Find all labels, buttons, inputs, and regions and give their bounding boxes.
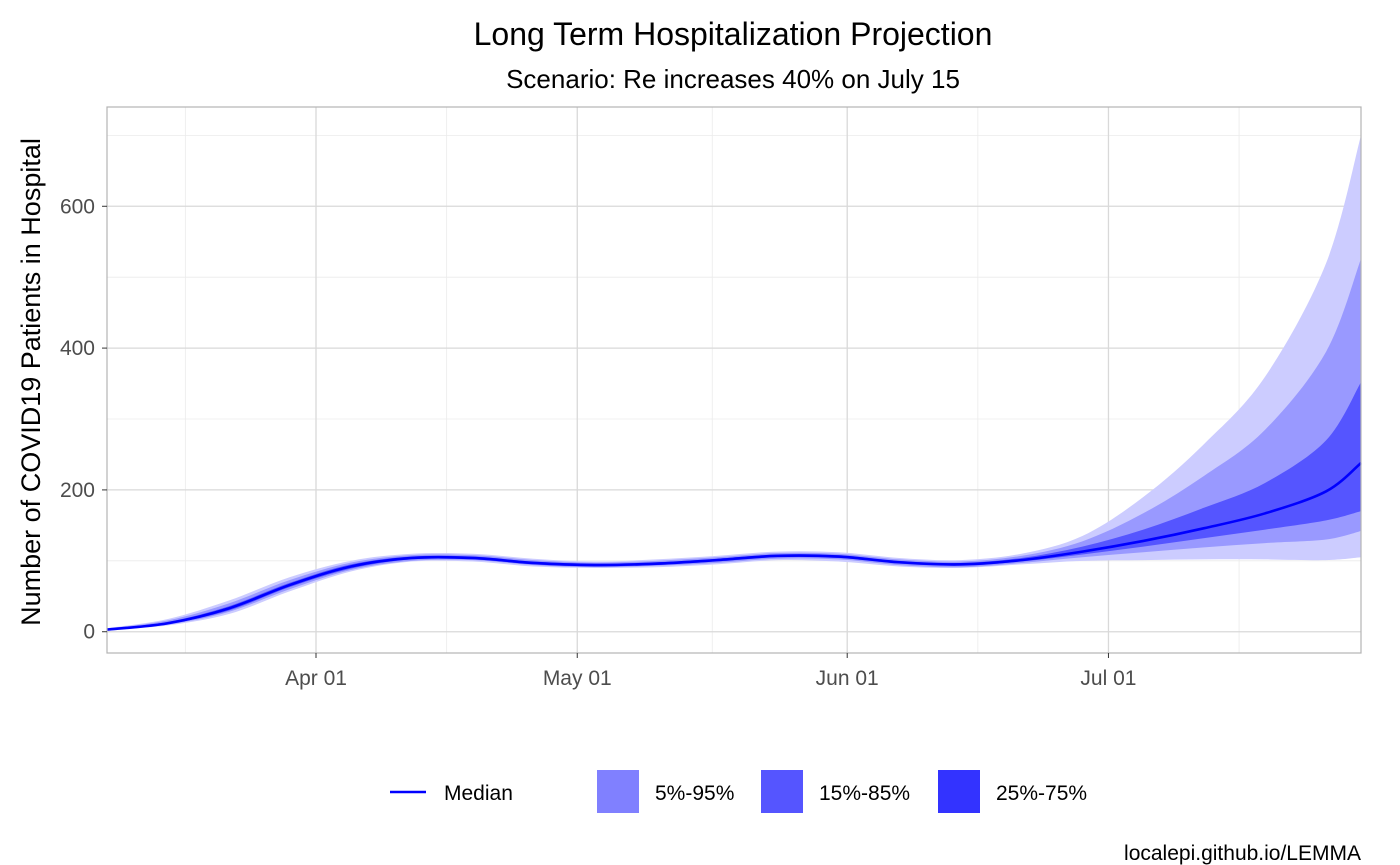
y-tick-label: 200 bbox=[60, 479, 95, 502]
caption: localepi.github.io/LEMMA bbox=[1124, 842, 1361, 865]
y-tick-label: 600 bbox=[60, 195, 95, 218]
median-line bbox=[106, 461, 1362, 631]
x-axis: Apr 01 May 01 Jun 01 Jul 01 bbox=[285, 653, 1136, 690]
chart-title: Long Term Hospitalization Projection bbox=[474, 16, 993, 52]
median-series bbox=[106, 461, 1362, 631]
legend-label: 25%-75% bbox=[996, 782, 1087, 805]
x-tick-label: Jun 01 bbox=[816, 667, 879, 690]
legend-label: Median bbox=[444, 782, 513, 805]
y-axis: 0 200 400 600 bbox=[60, 195, 107, 644]
legend-key-band-25-75 bbox=[938, 770, 980, 813]
band-15-85 bbox=[107, 258, 1361, 631]
legend-key-band-5-95 bbox=[597, 770, 639, 813]
x-tick-label: Jul 01 bbox=[1080, 667, 1136, 690]
ribbon-bands bbox=[107, 135, 1361, 631]
y-tick-label: 400 bbox=[60, 337, 95, 360]
y-tick-label: 0 bbox=[83, 621, 95, 644]
legend: Median 5%-95% 15%-85% 25%-75% bbox=[390, 770, 1087, 813]
plot-panel-border bbox=[106, 106, 1362, 654]
x-tick-label: May 01 bbox=[543, 667, 612, 690]
chart-subtitle: Scenario: Re increases 40% on July 15 bbox=[506, 64, 960, 94]
x-tick-label: Apr 01 bbox=[285, 667, 347, 690]
legend-label: 5%-95% bbox=[655, 782, 734, 805]
legend-label: 15%-85% bbox=[819, 782, 910, 805]
legend-key-band-15-85 bbox=[761, 770, 803, 813]
grid bbox=[107, 107, 1361, 653]
y-axis-title: Number of COVID19 Patients in Hospital bbox=[16, 138, 46, 626]
